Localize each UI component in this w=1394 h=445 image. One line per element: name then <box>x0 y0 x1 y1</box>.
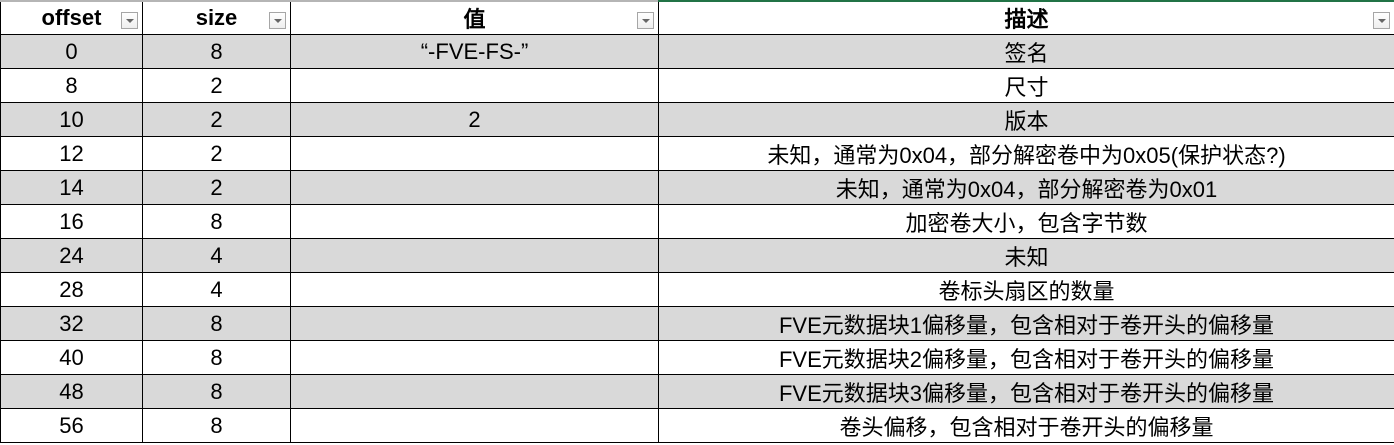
header-size: size <box>142 2 291 35</box>
cell-value[interactable] <box>290 68 659 103</box>
cell-value[interactable] <box>290 238 659 273</box>
cell-description[interactable]: 签名 <box>658 34 1394 69</box>
cell-description[interactable]: 卷头偏移，包含相对于卷开头的偏移量 <box>658 408 1394 443</box>
cell-offset[interactable]: 0 <box>0 34 143 69</box>
cell-offset[interactable]: 10 <box>0 102 143 137</box>
cell-value[interactable] <box>290 204 659 239</box>
table-row: 14 2 未知，通常为0x04，部分解密卷为0x01 <box>0 170 1394 205</box>
table-row: 12 2 未知，通常为0x04，部分解密卷中为0x05(保护状态?) <box>0 136 1394 171</box>
cell-size[interactable]: 2 <box>142 136 291 171</box>
table-row: 10 2 2 版本 <box>0 102 1394 137</box>
table-row: 48 8 FVE元数据块3偏移量，包含相对于卷开头的偏移量 <box>0 374 1394 409</box>
cell-size[interactable]: 2 <box>142 68 291 103</box>
filter-dropdown-icon[interactable] <box>1373 12 1390 29</box>
table-row: 8 2 尺寸 <box>0 68 1394 103</box>
table-row: 28 4 卷标头扇区的数量 <box>0 272 1394 307</box>
filter-dropdown-icon[interactable] <box>637 12 654 29</box>
table-row: 40 8 FVE元数据块2偏移量，包含相对于卷开头的偏移量 <box>0 340 1394 375</box>
cell-offset[interactable]: 16 <box>0 204 143 239</box>
cell-value[interactable] <box>290 408 659 443</box>
cell-size[interactable]: 8 <box>142 374 291 409</box>
cell-value[interactable] <box>290 272 659 307</box>
cell-description[interactable]: FVE元数据块2偏移量，包含相对于卷开头的偏移量 <box>658 340 1394 375</box>
cell-description[interactable]: 未知 <box>658 238 1394 273</box>
cell-size[interactable]: 4 <box>142 272 291 307</box>
cell-value[interactable] <box>290 136 659 171</box>
grid-top-border <box>0 0 658 2</box>
cell-size[interactable]: 8 <box>142 340 291 375</box>
table-row: 24 4 未知 <box>0 238 1394 273</box>
cell-size[interactable]: 8 <box>142 306 291 341</box>
cell-value[interactable] <box>290 170 659 205</box>
cell-value[interactable]: “-FVE-FS-” <box>290 34 659 69</box>
filter-dropdown-icon[interactable] <box>269 12 286 29</box>
cell-offset[interactable]: 14 <box>0 170 143 205</box>
cell-offset[interactable]: 48 <box>0 374 143 409</box>
cell-description[interactable]: 卷标头扇区的数量 <box>658 272 1394 307</box>
cell-size[interactable]: 8 <box>142 408 291 443</box>
cell-description[interactable]: FVE元数据块1偏移量，包含相对于卷开头的偏移量 <box>658 306 1394 341</box>
cell-value[interactable] <box>290 340 659 375</box>
selection-top-border <box>658 0 1394 2</box>
cell-description[interactable]: 尺寸 <box>658 68 1394 103</box>
cell-value[interactable]: 2 <box>290 102 659 137</box>
header-value: 值 <box>290 2 659 35</box>
cell-offset[interactable]: 24 <box>0 238 143 273</box>
header-row: offset size 值 描述 <box>0 2 1394 35</box>
cell-description[interactable]: 未知，通常为0x04，部分解密卷为0x01 <box>658 170 1394 205</box>
cell-offset[interactable]: 28 <box>0 272 143 307</box>
cell-description[interactable]: 未知，通常为0x04，部分解密卷中为0x05(保护状态?) <box>658 136 1394 171</box>
filter-dropdown-icon[interactable] <box>121 12 138 29</box>
cell-offset[interactable]: 40 <box>0 340 143 375</box>
table-row: 0 8 “-FVE-FS-” 签名 <box>0 34 1394 69</box>
cell-size[interactable]: 8 <box>142 204 291 239</box>
header-description: 描述 <box>658 2 1394 35</box>
cell-offset[interactable]: 12 <box>0 136 143 171</box>
table-row: 16 8 加密卷大小，包含字节数 <box>0 204 1394 239</box>
cell-size[interactable]: 8 <box>142 34 291 69</box>
table-row: 56 8 卷头偏移，包含相对于卷开头的偏移量 <box>0 408 1394 443</box>
cell-size[interactable]: 2 <box>142 102 291 137</box>
cell-offset[interactable]: 32 <box>0 306 143 341</box>
cell-size[interactable]: 2 <box>142 170 291 205</box>
cell-description[interactable]: 加密卷大小，包含字节数 <box>658 204 1394 239</box>
cell-value[interactable] <box>290 306 659 341</box>
cell-description[interactable]: 版本 <box>658 102 1394 137</box>
cell-description[interactable]: FVE元数据块3偏移量，包含相对于卷开头的偏移量 <box>658 374 1394 409</box>
cell-offset[interactable]: 56 <box>0 408 143 443</box>
cell-value[interactable] <box>290 374 659 409</box>
table-row: 32 8 FVE元数据块1偏移量，包含相对于卷开头的偏移量 <box>0 306 1394 341</box>
cell-offset[interactable]: 8 <box>0 68 143 103</box>
header-offset: offset <box>0 2 143 35</box>
cell-size[interactable]: 4 <box>142 238 291 273</box>
